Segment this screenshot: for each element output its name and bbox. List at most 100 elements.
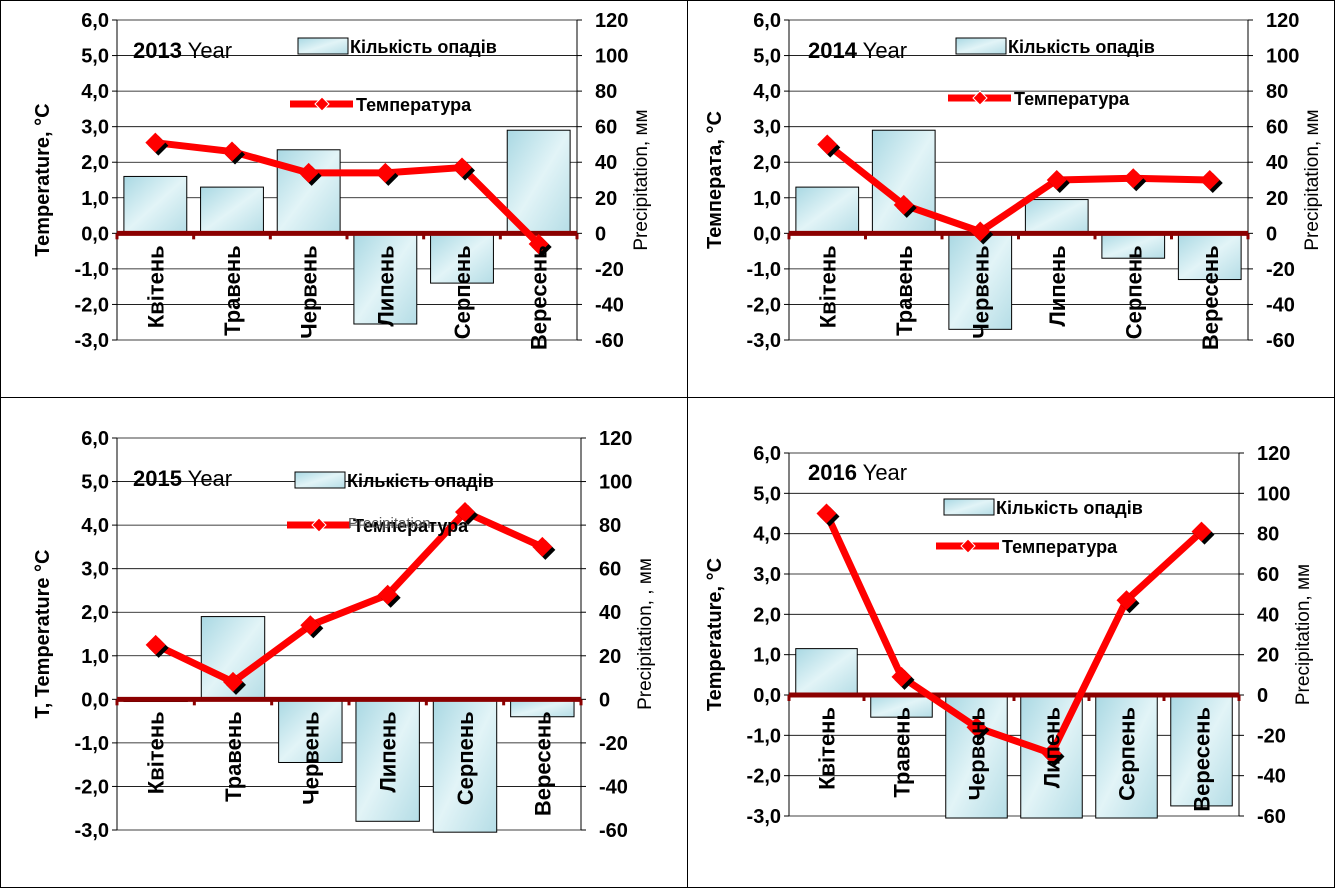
right-tick-label: -40: [1257, 766, 1286, 788]
left-tick-label: 5,0: [753, 483, 781, 505]
chart-title: 2013 Year: [133, 38, 232, 63]
right-tick-label: 60: [595, 117, 617, 139]
left-tick-label: 6,0: [753, 10, 781, 32]
left-tick-label: 6,0: [81, 10, 109, 32]
left-tick-label: 1,0: [753, 188, 781, 210]
right-tick-label: 20: [1257, 645, 1279, 667]
chart-panel-2014: 6,0 5,0 4,0 3,0 2,0 1,0 0,0 -1,0 -2,0 -3,0 120 100 8…: [688, 0, 1335, 398]
temperature-point: [1046, 170, 1070, 193]
right-tick-label: -40: [599, 776, 628, 798]
chart-title-year: 2016: [808, 460, 857, 485]
legend-marker: [972, 90, 988, 106]
legend-marker: [314, 96, 330, 112]
precipitation-bar: [200, 186, 264, 234]
right-tick-label: -40: [1266, 294, 1295, 316]
left-tick-label: 4,0: [753, 524, 781, 546]
category-label: Серпень: [450, 245, 475, 339]
right-axis-title: Precipitation, мм: [1302, 109, 1323, 250]
right-tick-label: -60: [1257, 806, 1286, 828]
chart-panel-2016: 6,0 5,0 4,0 3,0 2,0 1,0 0,0 -1,0 -2,0 -3,0 120 100 8…: [688, 398, 1335, 888]
left-tick-label: 0,0: [81, 223, 109, 245]
chart-title-year: 2013: [133, 38, 182, 63]
left-tick-label: -2,0: [75, 776, 109, 798]
precipitation-bars: [123, 616, 575, 833]
chart-panel-2013: 6,0 5,0 4,0 3,0 2,0 1,0 0,0 -1,0 -2,0 -3,0 120 100 8…: [0, 0, 688, 398]
category-label: Вересень: [527, 245, 552, 350]
left-tick-label: 4,0: [81, 81, 109, 103]
category-label: Липень: [1045, 245, 1070, 326]
left-tick-label: 6,0: [753, 443, 781, 465]
left-tick-label: -2,0: [747, 294, 781, 316]
legend-label-precip: Кількість опадів: [996, 498, 1143, 518]
category-label: Липень: [373, 245, 398, 326]
category-label: Червень: [968, 245, 993, 338]
category-label: Серпень: [1121, 245, 1146, 339]
chart-title-suffix: Year: [857, 38, 907, 63]
left-tick-label: 1,0: [81, 188, 109, 210]
right-tick-label: 60: [1257, 564, 1279, 586]
category-label: Травень: [892, 245, 917, 336]
legend: Кількість опадів Температура: [290, 37, 497, 115]
left-tick-label: -1,0: [75, 733, 109, 755]
precipitation-bar: [795, 648, 858, 696]
precipitation-bar: [123, 175, 188, 234]
legend-marker: [311, 517, 327, 533]
legend-marker: [960, 538, 976, 554]
category-label: Серпень: [1115, 707, 1140, 801]
chart-panel-2015: 6,0 5,0 4,0 3,0 2,0 1,0 0,0 -1,0 -2,0 -3,0 120 100 8…: [0, 398, 688, 888]
chart-2015: 6,0 5,0 4,0 3,0 2,0 1,0 0,0 -1,0 -2,0 -3,0 120 100 8…: [32, 428, 656, 842]
precipitation-bars: [123, 129, 571, 325]
right-tick-label: 0: [1257, 685, 1268, 707]
category-label: Вересень: [530, 711, 555, 816]
right-tick-label: 0: [599, 689, 610, 711]
left-tick-label: 3,0: [81, 559, 109, 581]
left-axis-title: Температа, °C: [704, 111, 726, 249]
chart-title-suffix: Year: [182, 38, 232, 63]
right-tick-label: 120: [599, 428, 632, 450]
left-tick-label: 4,0: [753, 81, 781, 103]
chart-title: 2014 Year: [808, 38, 907, 63]
right-tick-label: 40: [1257, 604, 1279, 626]
right-tick-label: -20: [1257, 725, 1286, 747]
temperature-point: [1199, 170, 1223, 193]
legend-swatch-bar: [297, 37, 349, 55]
legend: Кількість опадів Температура: [936, 498, 1143, 557]
right-tick-label: -60: [595, 330, 624, 352]
chart-2014: 6,0 5,0 4,0 3,0 2,0 1,0 0,0 -1,0 -2,0 -3,0 120 100 8…: [704, 10, 1323, 352]
left-tick-label: 0,0: [753, 223, 781, 245]
category-label: Квітень: [143, 245, 168, 328]
right-axis-title: Precipitation, , мм: [635, 558, 656, 710]
legend-swatch-bar: [294, 471, 346, 489]
right-axis-title: Precipitation, мм: [631, 109, 652, 250]
right-tick-label: 80: [595, 81, 617, 103]
left-tick-label: 2,0: [753, 604, 781, 626]
temperature-point: [145, 132, 169, 156]
legend: Кількість опадів Температура: [948, 37, 1155, 109]
legend-swatch-bar: [943, 498, 995, 516]
left-tick-label: -3,0: [747, 330, 781, 352]
category-label: Липень: [376, 711, 401, 792]
right-tick-label: -20: [595, 259, 624, 281]
precipitation-bar: [276, 149, 341, 234]
right-tick-label: 40: [595, 152, 617, 174]
left-tick-label: 3,0: [753, 117, 781, 139]
right-tick-label: 120: [1266, 10, 1299, 32]
left-tick-label: 4,0: [81, 515, 109, 537]
temperature-point: [1123, 168, 1147, 192]
gridlines: [117, 437, 581, 831]
right-tick-label: 20: [595, 188, 617, 210]
chart-title-suffix: Year: [857, 460, 907, 485]
overlay-text: Precipitation: [348, 515, 431, 532]
right-tick-label: 0: [1266, 223, 1277, 245]
left-tick-label: -1,0: [75, 259, 109, 281]
category-label: Вересень: [1198, 245, 1223, 350]
left-tick-label: -3,0: [75, 330, 109, 352]
right-tick-label: 60: [599, 559, 621, 581]
category-label: Квітень: [815, 707, 840, 790]
temperature-point: [816, 503, 840, 527]
right-tick-label: 100: [1257, 483, 1290, 505]
right-tick-label: 0: [595, 223, 606, 245]
category-label: Липень: [1040, 707, 1065, 788]
right-tick-label: 80: [1257, 524, 1279, 546]
chart-title-suffix: Year: [182, 466, 232, 491]
